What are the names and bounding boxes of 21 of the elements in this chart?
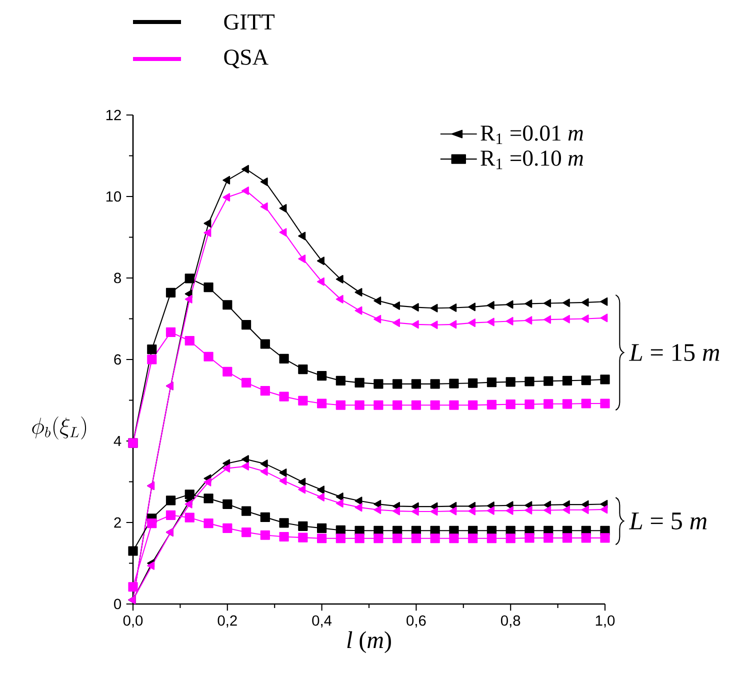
x-tick-label: 1,0 [596,615,615,628]
y-tick-label: 2 [114,517,121,528]
y-tick-label: 4 [114,436,122,446]
x-tick-label: 0,4 [312,615,332,628]
x-tick-label: 0,6 [406,615,426,628]
x-axis-title: l (m) [347,631,391,654]
y-tick-label: 12 [106,110,121,120]
x-tick-label: 0,0 [123,615,143,628]
legend-label: R$_{1}$ =0.01 m [480,125,583,144]
text: QSA [224,50,268,68]
text: L = 5 m [628,512,707,530]
y-tick-label: 6 [114,354,121,365]
x-tick-label: 0,8 [500,615,520,628]
y-tick-label: 0 [114,598,122,610]
y-tick-label: 10 [106,191,122,202]
text: GITT [224,14,274,30]
text: L = 15 m [628,344,720,362]
x-tick-label: 0,2 [218,615,237,628]
y-axis-title: $\phi_b(\xi_L)$ [32,416,86,440]
legend-label: R$_{1}$ =0.10 m [480,150,583,170]
y-tick-label: 8 [114,272,121,284]
